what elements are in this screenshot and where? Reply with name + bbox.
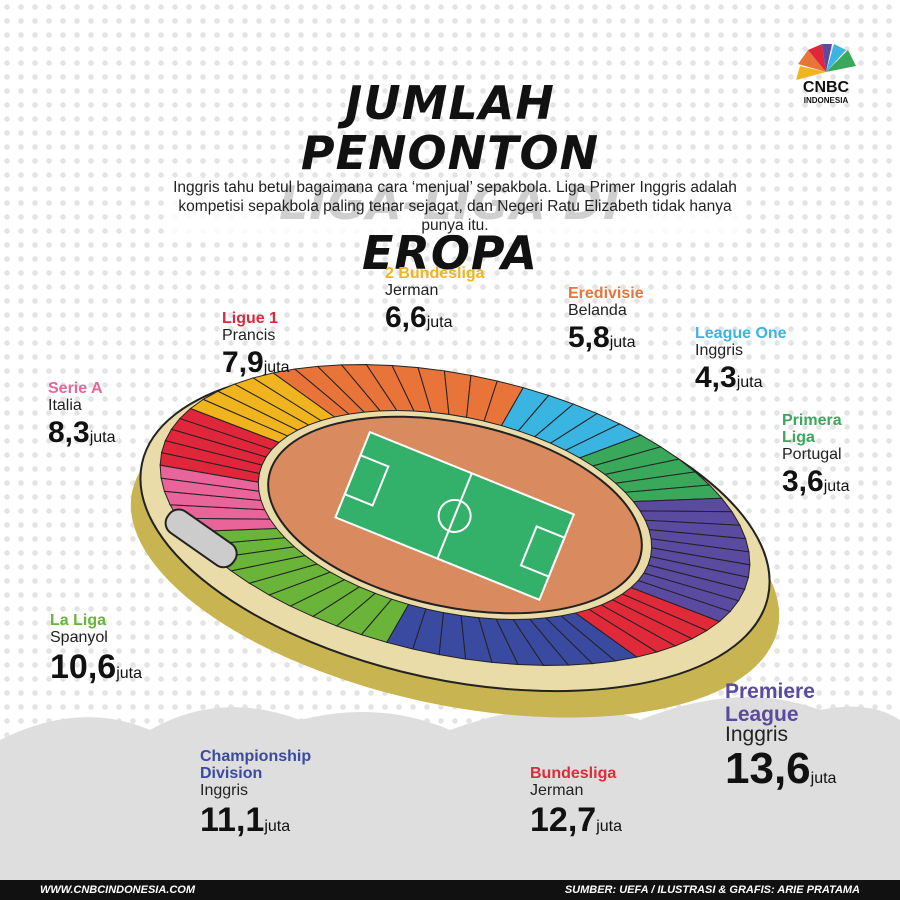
league-country: Inggris bbox=[695, 342, 744, 359]
league-name: 2 Bundesliga bbox=[385, 265, 485, 282]
value: 7,9 bbox=[222, 346, 264, 379]
league-label: Primera Liga Portugal 3,6juta bbox=[782, 412, 862, 506]
footer: WWW.CNBCINDONESIA.COM SUMBER: UEFA / ILU… bbox=[0, 880, 900, 900]
league-name: Eredivisie bbox=[568, 285, 644, 302]
value: 5,8 bbox=[568, 321, 610, 354]
title-line: JUMLAH PENONTON bbox=[300, 76, 600, 180]
league-name: League One bbox=[695, 325, 787, 342]
league-value: 11,1juta bbox=[200, 799, 360, 848]
league-name: Primera Liga bbox=[782, 412, 842, 446]
league-value: 3,6juta bbox=[782, 463, 862, 506]
league-country: Inggris bbox=[200, 782, 249, 799]
league-label: Ligue 1 Prancis 7,9juta bbox=[222, 310, 322, 387]
unit: juta bbox=[609, 334, 636, 351]
value: 11,1 bbox=[200, 801, 265, 839]
logo: CNBC INDONESIA bbox=[790, 79, 862, 106]
league-value: 4,3juta bbox=[695, 359, 835, 402]
league-value: 7,9juta bbox=[222, 344, 322, 387]
website: WWW.CNBCINDONESIA.COM bbox=[40, 884, 195, 896]
league-country: Spanyol bbox=[50, 629, 108, 646]
league-value: 12,7juta bbox=[530, 799, 660, 848]
source: SUMBER: UEFA / ILUSTRASI & GRAFIS: ARIE … bbox=[564, 884, 860, 896]
unit: juta bbox=[116, 665, 142, 682]
unit: juta bbox=[736, 374, 763, 391]
league-label: Bundesliga Jerman 12,7juta bbox=[530, 765, 660, 848]
league-country: Inggris bbox=[725, 723, 789, 746]
value: 10,6 bbox=[50, 648, 117, 686]
subtitle: Inggris tahu betul bagaimana cara ‘menju… bbox=[170, 178, 740, 235]
league-value: 8,3juta bbox=[48, 414, 148, 457]
value: 4,3 bbox=[695, 361, 737, 394]
value: 13,6 bbox=[725, 744, 811, 793]
unit: juta bbox=[263, 359, 290, 376]
league-value: 5,8juta bbox=[568, 319, 678, 362]
league-name: Championship Division bbox=[200, 748, 312, 782]
league-label: La Liga Spanyol 10,6juta bbox=[50, 612, 170, 695]
league-name: Premiere League bbox=[725, 680, 815, 726]
value: 12,7 bbox=[530, 801, 597, 839]
league-label: League One Inggris 4,3juta bbox=[695, 325, 835, 402]
league-country: Prancis bbox=[222, 327, 276, 344]
league-value: 6,6juta bbox=[385, 299, 525, 342]
league-name: Bundesliga bbox=[530, 765, 617, 782]
unit: juta bbox=[426, 314, 453, 331]
league-country: Jerman bbox=[385, 282, 439, 299]
league-label: Premiere League Inggris 13,6juta bbox=[725, 680, 875, 805]
unit: juta bbox=[89, 429, 116, 446]
unit: juta bbox=[596, 818, 622, 835]
league-value: 10,6juta bbox=[50, 646, 170, 695]
value: 6,6 bbox=[385, 301, 427, 334]
logo-text: CNBC bbox=[802, 79, 850, 96]
league-label: Serie A Italia 8,3juta bbox=[48, 380, 148, 457]
league-label: Eredivisie Belanda 5,8juta bbox=[568, 285, 678, 362]
league-name: Serie A bbox=[48, 380, 103, 397]
league-name: Ligue 1 bbox=[222, 310, 279, 327]
league-value: 13,6juta bbox=[725, 743, 875, 805]
unit: juta bbox=[810, 770, 837, 787]
logo-sub: INDONESIA bbox=[803, 96, 849, 105]
unit: juta bbox=[264, 818, 291, 835]
league-country: Portugal bbox=[782, 446, 842, 463]
seat-section bbox=[365, 364, 415, 412]
value: 3,6 bbox=[782, 465, 824, 498]
league-label: 2 Bundesliga Jerman 6,6juta bbox=[385, 265, 525, 342]
value: 8,3 bbox=[48, 416, 90, 449]
league-name: La Liga bbox=[50, 612, 107, 629]
unit: juta bbox=[823, 478, 850, 495]
league-country: Italia bbox=[48, 397, 82, 414]
league-country: Jerman bbox=[530, 782, 584, 799]
league-label: Championship Division Inggris 11,1juta bbox=[200, 748, 360, 848]
league-country: Belanda bbox=[568, 302, 627, 319]
